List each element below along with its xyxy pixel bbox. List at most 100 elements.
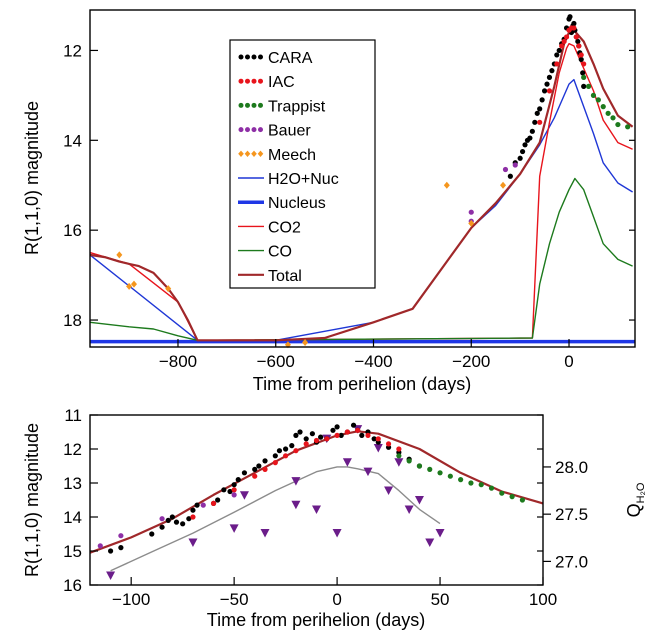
bottom-qh2o-point	[239, 491, 249, 500]
bottom-y-tick-label: 13	[63, 474, 82, 493]
bottom-iac-point	[231, 487, 237, 493]
bottom-iac-point	[272, 460, 278, 466]
top-cara-point	[549, 68, 555, 74]
top-meech-point	[500, 181, 507, 189]
legend-label-cara: CARA	[268, 50, 313, 67]
bottom-iac-point	[355, 427, 361, 433]
bottom-trappist-point	[499, 490, 505, 496]
bottom-qh2o-point	[260, 529, 270, 538]
bottom-y2-axis-label: QH₂O	[624, 482, 647, 517]
bottom-qh2o-point	[404, 505, 414, 514]
bottom-cara-point	[371, 436, 377, 442]
top-meech-point	[116, 251, 123, 259]
bottom-x-tick-label: 50	[431, 590, 450, 609]
bottom-trappist-point	[468, 480, 474, 486]
top-trappist-point	[585, 83, 592, 89]
bottom-iac-point	[283, 453, 289, 459]
legend-symbol-cara	[238, 54, 263, 60]
top-cara-point	[539, 97, 545, 103]
top-trappist-point	[600, 104, 606, 110]
bottom-cara-point	[149, 531, 155, 537]
bottom-total-line	[89, 430, 544, 554]
bottom-iac-point	[303, 441, 309, 447]
bottom-cara-point	[293, 432, 299, 438]
top-axis-ticks: −800 −600 −400 −200 0 12 14 16 18	[63, 41, 635, 371]
bottom-iac-point	[210, 500, 217, 506]
bottom-cara-point	[241, 470, 248, 476]
top-panel: −800 −600 −400 −200 0 12 14 16 18 Time from peri…	[22, 9, 636, 394]
bottom-qh2o-point	[229, 524, 239, 533]
bottom-iac-point	[344, 429, 350, 435]
bottom-iac-point	[365, 432, 371, 438]
bottom-iac-point	[324, 436, 330, 442]
bottom-y-tick-label: 14	[63, 508, 82, 527]
bottom-cara-point	[186, 516, 192, 522]
bottom-y-tick-label: 11	[64, 406, 82, 425]
bottom-trappist-point	[519, 497, 526, 503]
top-cara-point	[529, 128, 535, 134]
bottom-y-tick-label: 15	[63, 542, 82, 561]
bottom-cara-point	[215, 497, 221, 503]
legend-marker-trappist	[251, 102, 257, 108]
top-cara-point	[544, 81, 550, 87]
bottom-bauer-point	[97, 543, 103, 549]
bottom-panel: −100 −50 0 50 100 11 12 13 14 15 16 27.0 27.5 28.0 Ti…	[22, 406, 647, 630]
bottom-qh2o-point	[425, 538, 435, 547]
bottom-cara-point	[330, 427, 336, 433]
top-trappist-point	[581, 74, 587, 80]
top-cara-point	[507, 173, 513, 179]
legend-marker-iac	[245, 78, 250, 84]
legend-label-trappist: Trappist	[268, 98, 326, 115]
legend-label-nucleus: Nucleus	[268, 195, 326, 212]
legend-marker-iac	[258, 78, 263, 84]
bottom-y2-tick-label: 28.0	[555, 458, 588, 477]
legend-marker-trappist	[245, 102, 250, 108]
bottom-x-tick-label: 100	[529, 590, 557, 609]
top-trappist-point	[590, 92, 597, 98]
bottom-cara-point	[350, 422, 357, 428]
bottom-cara-point	[309, 431, 315, 437]
bottom-bauer-point	[118, 533, 124, 539]
legend-marker-cara	[238, 54, 244, 60]
top-iac-point	[571, 25, 577, 31]
bottom-trappist-point	[427, 466, 433, 472]
legend-marker-cara	[251, 54, 257, 60]
bottom-trappist-point	[509, 494, 515, 500]
bottom-axis-ticks: −100 −50 0 50 100 11 12 13 14 15 16 27.0 27.5 28.0	[63, 406, 588, 609]
top-iac-point	[559, 43, 565, 49]
top-cara-point	[567, 14, 573, 20]
top-legend: CARA IAC Trappist Bauer Meech H2O+Nuc Nucleus C…	[229, 39, 376, 289]
legend-label-iac: IAC	[268, 74, 295, 91]
legend-label-co: CO	[268, 244, 292, 261]
top-h2o-nuc-line	[89, 78, 633, 341]
bottom-iac-point	[334, 432, 340, 438]
top-cara-point	[578, 56, 584, 63]
legend-label-co2: CO2	[268, 219, 301, 236]
bottom-qh2o-point	[363, 467, 373, 477]
bottom-y-tick-label: 16	[63, 576, 82, 595]
top-co-line	[89, 177, 633, 341]
bottom-qh2o-point	[435, 529, 445, 538]
top-iac-point	[561, 38, 567, 45]
bottom-cara-point	[180, 521, 186, 527]
bottom-plot-frame	[89, 414, 544, 586]
bottom-cara-point	[194, 502, 200, 508]
bottom-cara-point	[318, 434, 324, 440]
top-trappist-point	[615, 121, 621, 128]
top-cara-point	[517, 155, 523, 161]
top-iac-point	[576, 43, 582, 49]
top-x-tick-label: −200	[452, 352, 490, 371]
top-meech-point	[165, 285, 172, 293]
bottom-bauer-point	[200, 502, 206, 508]
bottom-qh2o-point	[342, 458, 352, 467]
legend-marker-bauer	[258, 127, 263, 133]
top-x-tick-label: −400	[354, 352, 392, 371]
bottom-qh2o-point	[106, 571, 116, 581]
top-meech-point	[126, 282, 133, 290]
bottom-qh2o-point	[394, 458, 404, 467]
bottom-trappist-point	[478, 482, 484, 488]
legend-marker-bauer	[245, 127, 250, 133]
legend-marker-cara	[258, 54, 263, 60]
bottom-y-axis-label: R(1,1,0) magnitude	[22, 423, 42, 577]
bottom-iac-point	[385, 441, 392, 447]
